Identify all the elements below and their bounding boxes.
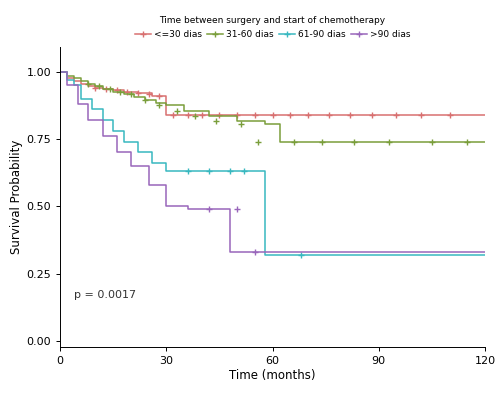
>90 dias — [163, 204, 169, 209]
>90 dias — [57, 69, 63, 74]
31-60 dias — [482, 139, 488, 144]
31-60 dias — [78, 79, 84, 84]
61-90 dias — [482, 253, 488, 257]
31-60 dias — [71, 76, 77, 81]
31-60 dias — [262, 122, 268, 126]
X-axis label: Time (months): Time (months) — [229, 368, 316, 381]
Legend: <=30 dias, 31-60 dias, 61-90 dias, >90 dias: <=30 dias, 31-60 dias, 61-90 dias, >90 d… — [131, 13, 414, 43]
61-90 dias — [71, 83, 77, 87]
<=30 dias — [86, 84, 91, 89]
61-90 dias — [135, 150, 141, 155]
<=30 dias — [92, 85, 98, 90]
<=30 dias — [100, 87, 105, 91]
61-90 dias — [149, 161, 155, 165]
<=30 dias — [135, 91, 141, 95]
Y-axis label: Survival Probability: Survival Probability — [10, 140, 24, 254]
>90 dias — [482, 250, 488, 255]
61-90 dias — [121, 139, 127, 144]
Text: p = 0.0017: p = 0.0017 — [74, 290, 136, 301]
61-90 dias — [100, 118, 105, 123]
31-60 dias — [86, 81, 91, 86]
31-60 dias — [110, 89, 116, 94]
>90 dias — [128, 164, 134, 168]
>90 dias — [86, 118, 91, 123]
<=30 dias — [121, 89, 127, 94]
>90 dias — [74, 102, 80, 106]
31-60 dias — [57, 69, 63, 74]
31-60 dias — [121, 92, 127, 97]
<=30 dias — [149, 93, 155, 98]
>90 dias — [184, 207, 190, 212]
31-60 dias — [152, 100, 158, 105]
31-60 dias — [181, 108, 187, 113]
<=30 dias — [110, 88, 116, 93]
61-90 dias — [64, 77, 70, 82]
31-60 dias — [64, 73, 70, 78]
Line: 61-90 dias: 61-90 dias — [60, 72, 485, 255]
>90 dias — [227, 250, 233, 255]
<=30 dias — [71, 79, 77, 84]
Line: <=30 dias: <=30 dias — [60, 72, 485, 115]
31-60 dias — [142, 98, 148, 102]
61-90 dias — [262, 253, 268, 257]
31-60 dias — [276, 139, 282, 144]
61-90 dias — [110, 128, 116, 133]
61-90 dias — [89, 107, 95, 112]
61-90 dias — [184, 169, 190, 174]
>90 dias — [146, 182, 152, 187]
31-60 dias — [132, 95, 138, 100]
>90 dias — [114, 150, 119, 155]
>90 dias — [206, 207, 212, 212]
31-60 dias — [206, 114, 212, 119]
31-60 dias — [163, 103, 169, 108]
>90 dias — [100, 134, 105, 139]
>90 dias — [64, 83, 70, 87]
<=30 dias — [57, 69, 63, 74]
Line: 31-60 dias: 31-60 dias — [60, 72, 485, 142]
31-60 dias — [100, 87, 105, 91]
<=30 dias — [163, 112, 169, 117]
<=30 dias — [78, 81, 84, 86]
<=30 dias — [482, 112, 488, 117]
61-90 dias — [57, 69, 63, 74]
61-90 dias — [78, 96, 84, 101]
31-60 dias — [234, 119, 240, 124]
<=30 dias — [64, 76, 70, 81]
>90 dias — [248, 250, 254, 255]
31-60 dias — [92, 84, 98, 89]
61-90 dias — [163, 169, 169, 174]
Line: >90 dias: >90 dias — [60, 72, 485, 252]
